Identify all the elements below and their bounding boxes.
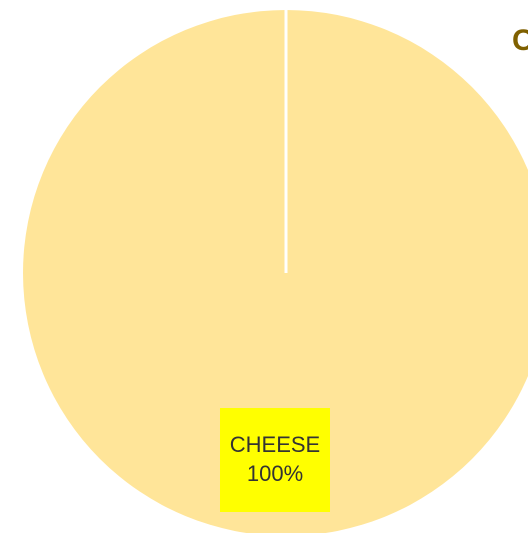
chart-title: C: [512, 24, 528, 57]
data-label-cheese: CHEESE 100%: [220, 408, 330, 512]
data-label-category: CHEESE: [229, 432, 321, 458]
data-label-percent: 100%: [246, 461, 304, 486]
pie-slice-cheese: [23, 10, 528, 533]
